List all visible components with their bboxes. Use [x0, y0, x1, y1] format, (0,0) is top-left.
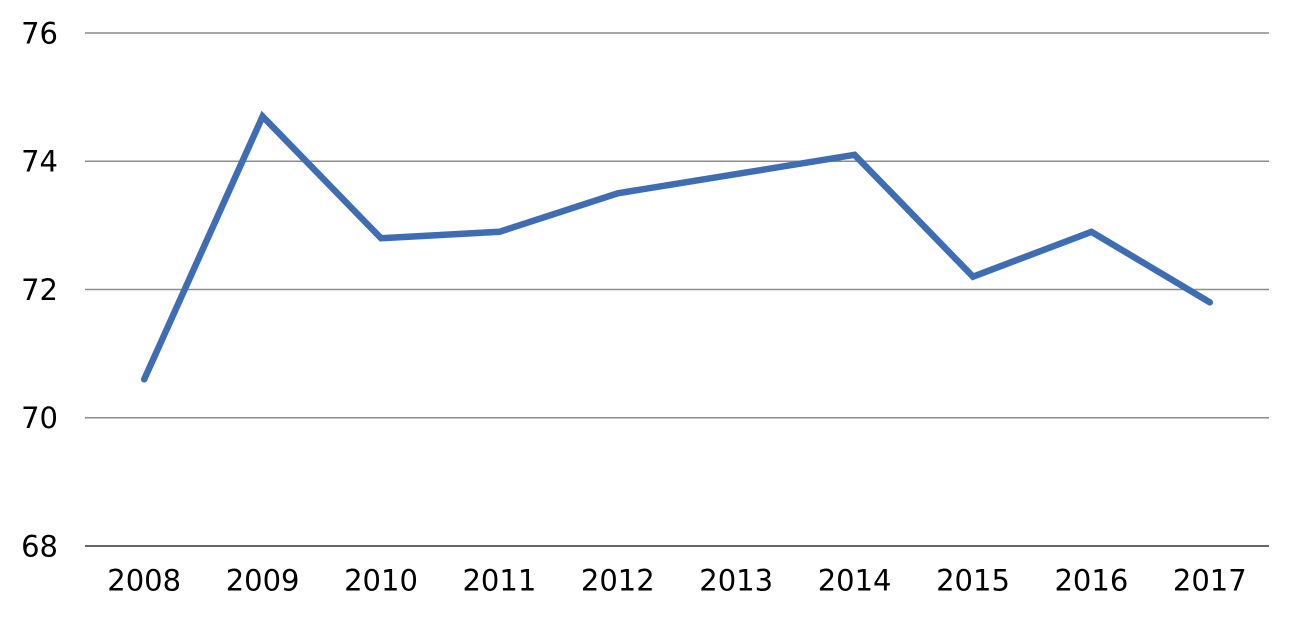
x-axis-tick-label: 2011	[462, 563, 536, 597]
y-axis-tick-label: 74	[21, 145, 58, 179]
data-series-line	[140, 110, 1214, 383]
x-axis-tick-label: 2012	[581, 563, 655, 597]
x-axis-tick-label: 2008	[107, 563, 181, 597]
x-axis-tick-label: 2014	[818, 563, 892, 597]
x-axis-tick-label: 2015	[936, 563, 1010, 597]
x-axis-tick-label: 2010	[344, 563, 418, 597]
y-axis-tick-label: 70	[21, 401, 58, 435]
x-axis-tick-label: 2016	[1054, 563, 1128, 597]
x-axis-tick-label: 2009	[226, 563, 300, 597]
y-axis-tick-label: 76	[21, 16, 58, 50]
y-axis-tick-label: 68	[21, 529, 58, 563]
x-axis-tick-label: 2017	[1173, 563, 1247, 597]
x-axis-tick-label: 2013	[699, 563, 773, 597]
y-axis-tick-label: 72	[21, 273, 58, 307]
